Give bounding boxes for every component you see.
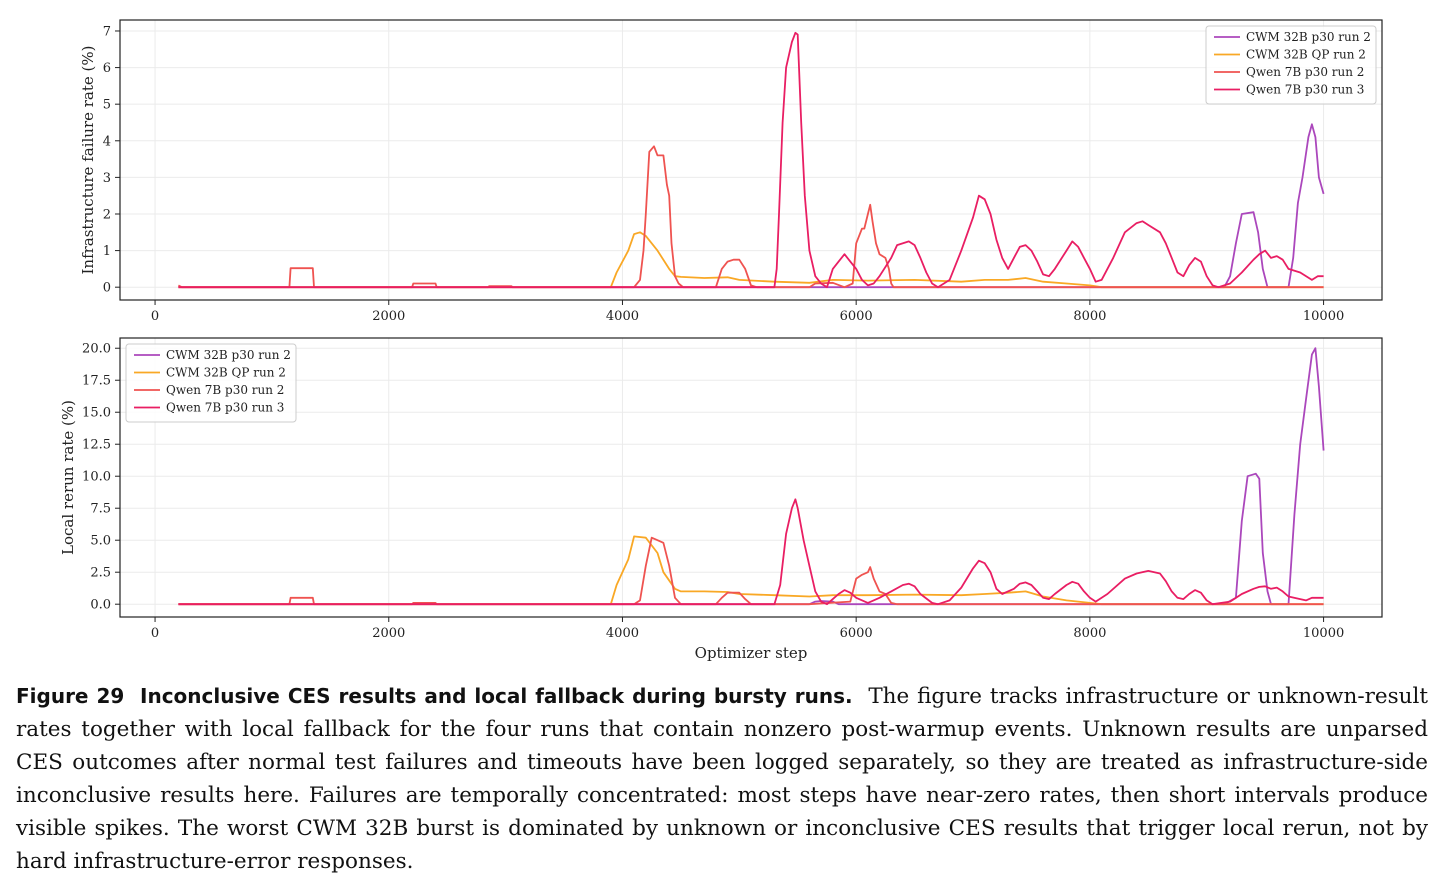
y-tick-label: 0.0 [90,598,111,613]
y-tick-label: 7.5 [90,502,111,517]
y-tick-label: 3 [103,171,111,186]
x-tick-label: 6000 [840,626,873,641]
y-tick-label: 4 [103,134,111,149]
y-tick-label: 5.0 [90,534,111,549]
legend-entry: Qwen 7B p30 run 3 [166,401,284,415]
x-tick-label: 10000 [1303,309,1344,324]
y-tick-label: 7 [103,24,111,39]
y-tick-label: 5 [103,98,111,113]
y-tick-label: 17.5 [82,374,111,389]
x-tick-label: 2000 [372,626,405,641]
series-line-1 [178,347,1325,606]
x-tick-label: 6000 [840,309,873,324]
y-tick-label: 10.0 [82,470,111,485]
legend-entry: Qwen 7B p30 run 2 [166,383,284,397]
x-tick-label: 4000 [606,309,639,324]
legend-entry: CWM 32B p30 run 2 [1246,30,1371,44]
series-line-4 [178,498,1324,606]
series-line-4 [178,31,1324,289]
y-tick-label: 6 [103,61,111,76]
plot-frame [119,337,1383,618]
plot-frame [119,19,1383,301]
series-line-2 [178,231,1324,289]
caption-title: Inconclusive CES results and local fallb… [140,684,853,708]
legend-entry: Qwen 7B p30 run 3 [1246,83,1364,97]
y-tick-label: 0 [103,281,111,296]
legend-box [1205,25,1377,105]
x-tick-label: 4000 [606,626,639,641]
legend-box [125,343,297,423]
x-tick-label: 2000 [372,309,405,324]
x-axis-label: Optimizer step [695,644,808,662]
legend-entry: Qwen 7B p30 run 2 [1246,65,1364,79]
legend: CWM 32B p30 run 2 CWM 32B QP run 2 Qwen 7B… [125,343,297,423]
figure-caption: Figure 29 Inconclusive CES results and l… [16,680,1428,878]
x-tick-label: 0 [151,309,159,324]
y-tick-label: 15.0 [82,406,111,421]
series-line-3 [177,145,1324,289]
series-line-2 [178,535,1324,606]
y-tick-label: 12.5 [82,438,111,453]
y-axis-label: Local rerun rate (%) [59,400,77,555]
infrastructure-failure-panel: 0 2000 4000 6000 8000 10000 0 1 2 3 4 5 6 7 Infrastruc… [79,19,1383,324]
legend: CWM 32B p30 run 2 CWM 32B QP run 2 Qwen 7B… [1205,25,1377,105]
figure-charts: 0 2000 4000 6000 8000 10000 0 1 2 3 4 5 6 7 Infrastruc… [59,19,1383,662]
x-tick-label: 0 [151,626,159,641]
legend-entry: CWM 32B QP run 2 [166,366,286,380]
x-tick-label: 10000 [1303,626,1344,641]
y-tick-label: 2 [103,207,111,222]
x-tick-label: 8000 [1073,309,1106,324]
legend-entry: CWM 32B p30 run 2 [166,348,291,362]
local-rerun-panel: 0 2000 4000 6000 8000 10000 0.0 2.5 5.0 7.5 10.0 12… [59,337,1383,662]
caption-text: The figure tracks infrastructure or unkn… [16,684,1429,874]
caption-label: Figure 29 [16,684,125,708]
legend-entry: CWM 32B QP run 2 [1246,48,1366,62]
y-tick-label: 2.5 [90,566,111,581]
x-tick-label: 8000 [1073,626,1106,641]
y-tick-label: 1 [103,244,111,259]
series-line-1 [178,123,1325,289]
y-axis-label: Infrastructure failure rate (%) [79,45,97,274]
y-tick-label: 20.0 [82,342,111,357]
